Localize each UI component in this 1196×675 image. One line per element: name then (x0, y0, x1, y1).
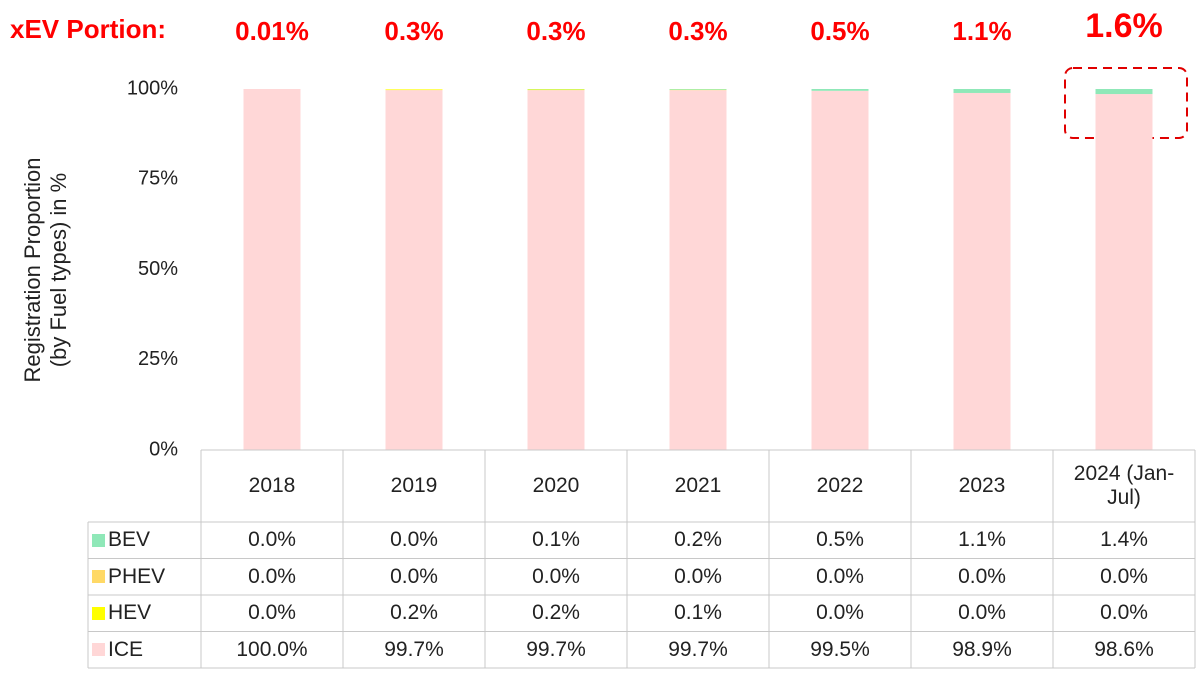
xev-portion: 1.6% (1085, 7, 1163, 45)
bar-segment (811, 90, 869, 451)
legend-label: PHEV (108, 564, 166, 588)
legend-item: BEV (88, 522, 201, 559)
y-tick-label: 25% (138, 348, 178, 370)
table-value: 0.0% (248, 601, 296, 625)
category-label: 2020 (532, 474, 580, 497)
bar-segment (243, 89, 301, 450)
table-value: 99.7% (384, 637, 444, 661)
legend-swatch (92, 533, 105, 547)
xev-portion: 1.1% (952, 16, 1011, 46)
legend-label: ICE (108, 637, 144, 661)
bar-segment (527, 89, 585, 91)
highlight-box (1064, 67, 1188, 139)
bar-segment (669, 90, 727, 450)
category-label: 2023 (958, 474, 1006, 497)
table-value: 0.5% (816, 528, 864, 552)
bar-segment (527, 90, 585, 450)
bar-segment (953, 92, 1011, 450)
table-value: 0.0% (1100, 564, 1148, 588)
legend-swatch (92, 606, 105, 620)
table-value: 0.0% (390, 528, 438, 552)
table-value: 1.1% (958, 528, 1006, 552)
xev-portion: 0.3% (668, 16, 727, 46)
table-value: 0.0% (816, 601, 864, 625)
y-axis-title: Registration Proportion (20, 157, 45, 382)
table-value: 0.1% (532, 528, 580, 552)
y-axis-title: (by Fuel types) in % (46, 173, 71, 367)
table-value: 0.0% (1100, 601, 1148, 625)
y-tick-label: 50% (138, 258, 178, 280)
bar-segment (953, 89, 1011, 93)
table-value: 98.9% (952, 637, 1012, 661)
table-value: 0.1% (674, 601, 722, 625)
table-value: 0.2% (390, 601, 438, 625)
category-label: 2019 (390, 474, 438, 497)
table-value: 99.5% (810, 637, 870, 661)
table-value: 0.0% (958, 601, 1006, 625)
category-label: 2021 (674, 474, 722, 497)
y-tick-label: 100% (127, 77, 178, 99)
legend-label: HEV (108, 601, 152, 625)
bar-segment (669, 89, 727, 90)
bar-segment (385, 89, 443, 91)
table-value: 99.7% (526, 637, 586, 661)
y-tick-label: 75% (138, 168, 178, 190)
table-value: 0.2% (674, 528, 722, 552)
table-value: 0.0% (532, 564, 580, 588)
xev-portion: 0.5% (810, 16, 869, 46)
table-value: 0.0% (674, 564, 722, 588)
annotation-label: xEV Portion: (10, 14, 166, 44)
bar-segment (811, 89, 869, 91)
y-tick-label: 0% (149, 438, 178, 460)
table-value: 0.2% (532, 601, 580, 625)
table-value: 100.0% (236, 637, 308, 661)
bar-segment (1095, 94, 1153, 450)
table-value: 0.0% (390, 564, 438, 588)
table-value: 0.0% (958, 564, 1006, 588)
table-value: 0.0% (248, 528, 296, 552)
bar-segment (385, 90, 443, 450)
xev-portion: 0.3% (384, 16, 443, 46)
legend-item: ICE (88, 632, 201, 669)
bar-segment (1095, 89, 1153, 95)
table-value: 0.0% (248, 564, 296, 588)
table-value: 1.4% (1100, 528, 1148, 552)
legend-swatch (92, 570, 105, 584)
legend-item: HEV (88, 595, 201, 632)
table-value: 98.6% (1094, 637, 1154, 661)
table-value: 99.7% (668, 637, 728, 661)
table-value: 0.0% (816, 564, 864, 588)
legend-item: PHEV (88, 559, 201, 596)
xev-portion: 0.3% (526, 16, 585, 46)
legend-label: BEV (108, 528, 151, 552)
category-label: 2022 (816, 474, 864, 497)
legend-swatch (92, 643, 105, 657)
category-label: 2018 (248, 474, 296, 497)
category-label: 2024 (Jan-Jul) (1073, 462, 1175, 509)
xev-portion: 0.01% (235, 16, 309, 46)
